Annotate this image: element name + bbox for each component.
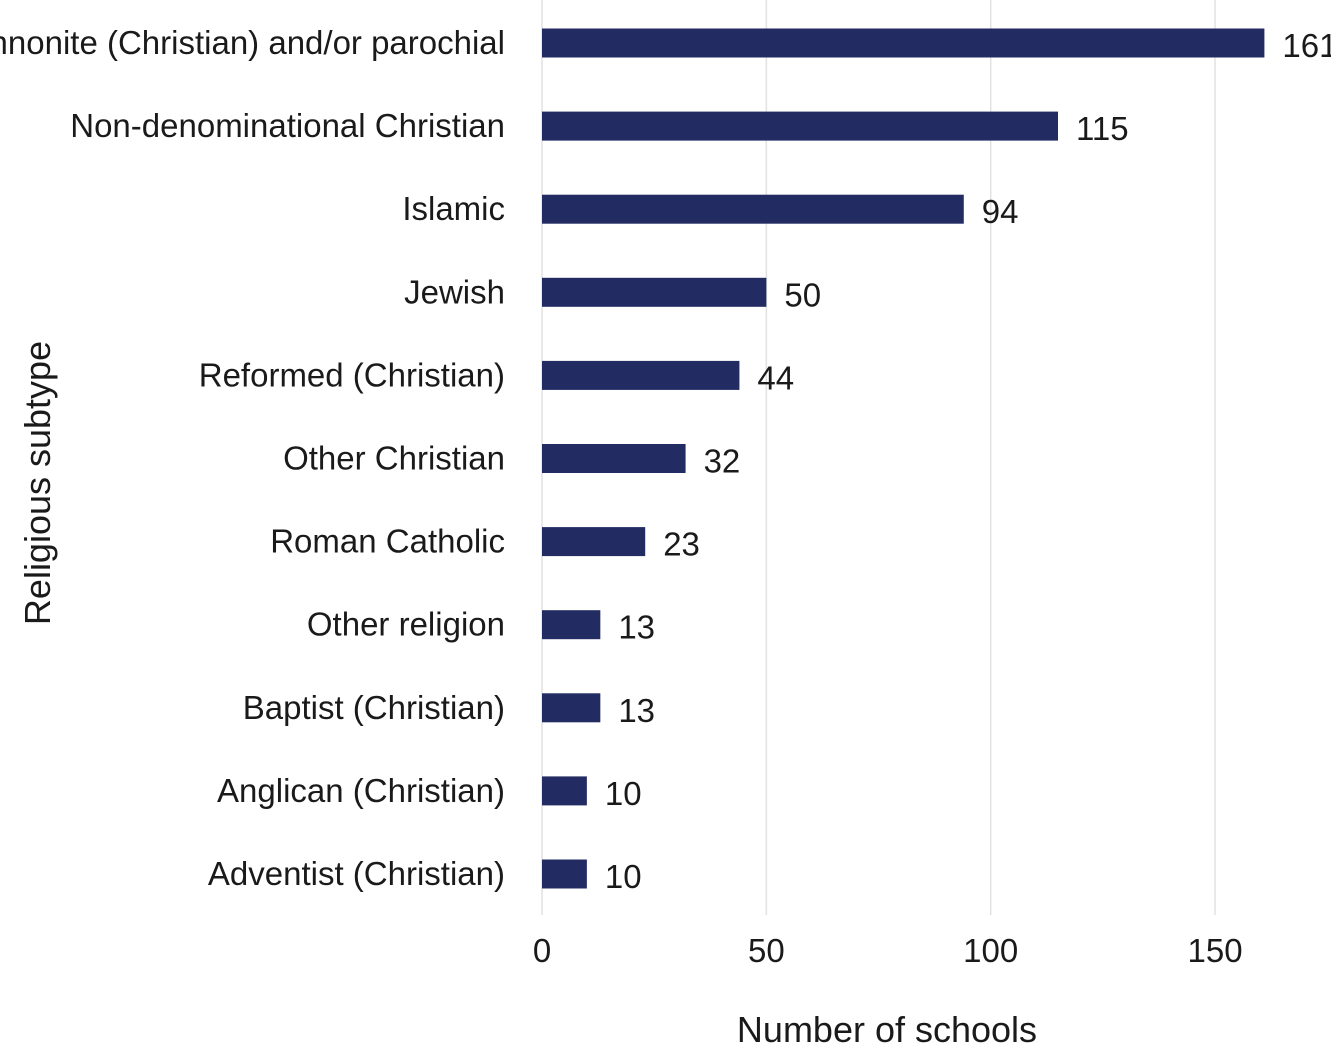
bar-7 <box>542 610 601 640</box>
value-label-8: 13 <box>618 692 655 729</box>
category-label-4: Reformed (Christian) <box>199 356 505 393</box>
value-label-10: 10 <box>605 858 642 895</box>
x-axis-title: Number of schools <box>737 1009 1037 1050</box>
y-axis-title: Religious subtype <box>17 341 58 625</box>
bar-4 <box>542 360 740 390</box>
bar-1 <box>542 111 1059 141</box>
x-tick-labels: 0 50 100 150 <box>533 932 1243 969</box>
value-label-6: 23 <box>663 526 700 563</box>
value-labels: 161 115 94 50 44 32 23 13 13 10 10 <box>605 27 1331 895</box>
x-tick-label-0: 0 <box>533 932 551 969</box>
bars <box>542 28 1265 889</box>
category-label-5: Other Christian <box>283 440 505 477</box>
category-label-9: Anglican (Christian) <box>217 772 505 809</box>
bar-5 <box>542 444 686 473</box>
category-labels: Mennonite (Christian) and/or parochial No… <box>0 24 505 892</box>
value-label-9: 10 <box>605 775 642 812</box>
x-tick-label-100: 100 <box>963 932 1018 969</box>
value-label-5: 32 <box>704 443 741 480</box>
x-tick-label-150: 150 <box>1188 932 1243 969</box>
category-label-1: Non-denominational Christian <box>70 107 505 144</box>
x-tick-label-50: 50 <box>748 932 785 969</box>
value-label-4: 44 <box>757 359 794 396</box>
bar-6 <box>542 527 646 557</box>
category-label-7: Other religion <box>307 606 505 643</box>
bar-0 <box>542 28 1265 58</box>
bar-10 <box>542 859 587 889</box>
category-label-0: Mennonite (Christian) and/or parochial <box>0 24 505 61</box>
bar-9 <box>542 776 587 806</box>
value-label-0: 161 <box>1282 27 1331 64</box>
value-label-1: 115 <box>1076 110 1129 147</box>
category-label-3: Jewish <box>404 273 505 310</box>
bar-8 <box>542 693 601 723</box>
category-label-8: Baptist (Christian) <box>243 689 505 726</box>
bar-2 <box>542 194 964 224</box>
category-label-2: Islamic <box>402 190 505 227</box>
value-label-7: 13 <box>618 609 655 646</box>
bar-3 <box>542 277 767 307</box>
category-label-6: Roman Catholic <box>270 523 505 560</box>
value-label-2: 94 <box>982 193 1019 230</box>
category-label-10: Adventist (Christian) <box>208 855 505 892</box>
value-label-3: 50 <box>784 276 821 313</box>
